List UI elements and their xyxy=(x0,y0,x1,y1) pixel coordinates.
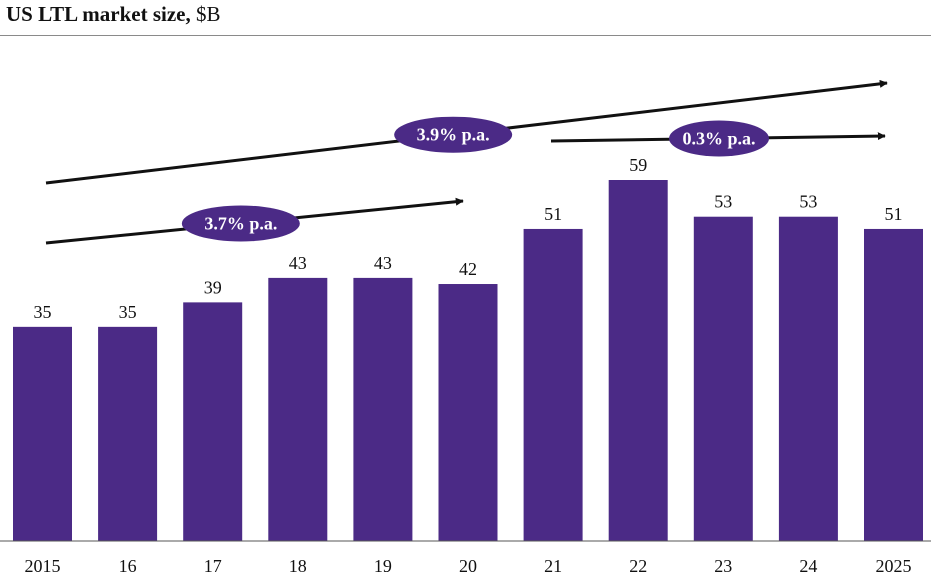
cagr-pill-0 xyxy=(394,116,513,153)
cagr-label-1: 3.7% p.a. xyxy=(204,213,277,233)
bar-23 xyxy=(693,216,753,542)
x-tick-20: 20 xyxy=(459,556,477,576)
bar-22 xyxy=(608,180,668,541)
data-label-24: 53 xyxy=(799,192,817,212)
data-label-21: 51 xyxy=(544,204,562,224)
x-tick-16: 16 xyxy=(119,556,137,576)
bar-16 xyxy=(98,326,158,541)
bar-series: 35 35 39 43 43 42 51 59 53 53 51 xyxy=(13,155,923,542)
data-label-19: 43 xyxy=(374,253,392,273)
x-axis-ticks: 2015 16 17 18 19 20 21 22 23 24 2025 xyxy=(25,556,912,576)
bar-24 xyxy=(778,216,838,542)
chart-title-main: US LTL market size, xyxy=(6,2,191,26)
data-label-18: 43 xyxy=(289,253,307,273)
data-label-2025: 51 xyxy=(885,204,903,224)
cagr-label-0: 3.9% p.a. xyxy=(417,125,490,145)
data-label-17: 39 xyxy=(204,277,222,297)
cagr-label-2: 0.3% p.a. xyxy=(682,129,755,149)
x-tick-23: 23 xyxy=(714,556,732,576)
bar-21 xyxy=(523,228,583,541)
data-label-23: 53 xyxy=(714,192,732,212)
cagr-pill-1 xyxy=(181,205,300,242)
x-tick-18: 18 xyxy=(289,556,307,576)
x-tick-19: 19 xyxy=(374,556,392,576)
title-divider xyxy=(0,35,931,36)
growth-annotations: 3.9% p.a. 3.7% p.a. 0.3% p.a. xyxy=(45,79,888,245)
x-tick-24: 24 xyxy=(799,556,817,576)
x-tick-2025: 2025 xyxy=(876,556,912,576)
chart-title: US LTL market size, $B xyxy=(6,2,221,27)
x-tick-22: 22 xyxy=(629,556,647,576)
bar-17 xyxy=(183,302,243,541)
bar-20 xyxy=(438,284,498,541)
data-label-22: 59 xyxy=(629,155,647,175)
x-tick-2015: 2015 xyxy=(25,556,61,576)
bar-18 xyxy=(268,277,328,541)
bar-19 xyxy=(353,277,413,541)
data-label-2015: 35 xyxy=(34,302,52,322)
chart-title-unit: $B xyxy=(195,2,221,26)
bar-2025 xyxy=(864,228,923,541)
bar-2015 xyxy=(13,326,72,541)
x-tick-21: 21 xyxy=(544,556,562,576)
x-tick-17: 17 xyxy=(204,556,222,576)
data-label-20: 42 xyxy=(459,259,477,279)
cagr-pill-2 xyxy=(669,120,769,157)
data-label-16: 35 xyxy=(119,302,137,322)
